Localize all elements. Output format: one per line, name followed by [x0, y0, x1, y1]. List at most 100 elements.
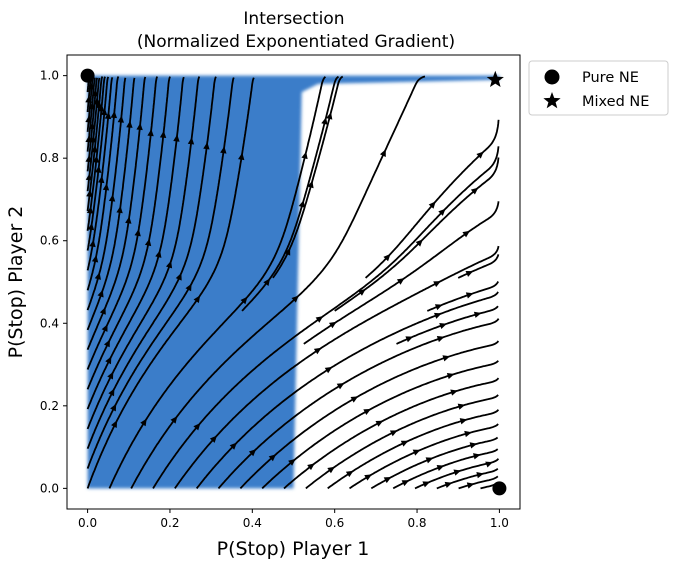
streamline [241, 75, 340, 312]
streamlines [85, 75, 500, 490]
y-tick-label: 0.2 [40, 399, 59, 413]
streamline [239, 340, 500, 490]
stream-arrowhead [193, 423, 201, 431]
stream-arrowhead [187, 137, 195, 145]
stream-arrowhead [134, 228, 141, 237]
stream-arrowhead [422, 481, 431, 488]
stream-arrowhead [89, 239, 96, 248]
legend-box [528, 60, 669, 116]
x-tick-label: 0.6 [325, 516, 344, 530]
stream-arrowhead [442, 355, 451, 362]
stream-arrowhead [462, 230, 470, 238]
x-tick-label: 0.8 [407, 516, 426, 530]
stream-arrowhead [412, 449, 421, 456]
stream-arrowhead [379, 149, 386, 157]
stream-arrowhead [110, 403, 117, 412]
stream-arrowhead [92, 155, 100, 163]
stream-arrowhead [405, 336, 414, 343]
stream-arrowhead [87, 222, 95, 231]
stream-arrowhead [111, 420, 118, 428]
stream-arrowhead [321, 117, 328, 125]
y-tick-label: 0.4 [40, 316, 59, 330]
plot-content [85, 75, 500, 490]
stream-arrowhead [464, 430, 472, 438]
stream-arrowhead [85, 135, 92, 143]
stream-arrowhead [209, 435, 217, 443]
stream-arrowhead [375, 420, 384, 427]
stream-arrowhead [328, 321, 337, 329]
stream-arrowhead [389, 430, 398, 437]
streamline [303, 201, 500, 345]
y-tick-label: 0.0 [40, 481, 59, 495]
streamline [364, 119, 500, 279]
stream-arrowhead [98, 175, 105, 184]
stream-arrowhead [155, 250, 162, 258]
y-tick-label: 0.6 [40, 234, 59, 248]
stream-arrowhead [439, 322, 447, 330]
x-axis-ticks: 0.0 0.2 0.4 0.6 0.8 1.0 [78, 509, 509, 530]
stream-arrowhead [425, 457, 434, 464]
stream-arrowhead [284, 247, 291, 256]
shaded-region [87, 75, 500, 489]
stream-arrowhead [105, 356, 112, 365]
streamline [334, 157, 500, 312]
stream-arrowhead [313, 347, 322, 355]
stream-arrowhead [288, 458, 296, 466]
stream-arrowhead [465, 270, 474, 277]
stream-arrowhead [436, 336, 445, 343]
legend-circle-marker [544, 69, 560, 85]
streamline [86, 76, 159, 370]
x-tick-label: 0.4 [243, 516, 262, 530]
stream-arrowhead [107, 371, 114, 380]
stream-arrowhead [101, 324, 108, 332]
stream-arrowhead [240, 296, 248, 305]
stream-arrowhead [466, 482, 475, 489]
stream-arrowhead [147, 129, 154, 137]
legend-pure-ne: Pure NE [582, 70, 639, 86]
stream-arrowhead [193, 295, 201, 303]
stream-arrowhead [85, 173, 93, 181]
stream-arrowhead [108, 194, 116, 202]
stream-arrowhead [453, 469, 462, 476]
streamline [174, 245, 500, 489]
streamline [217, 318, 500, 489]
stream-arrowhead [436, 464, 445, 471]
stream-arrowhead [85, 155, 92, 163]
pure-ne-marker [80, 68, 95, 83]
stream-arrowhead [102, 183, 110, 191]
y-axis-label: P(Stop) Player 2 [5, 206, 27, 359]
stream-arrowhead [203, 142, 210, 150]
streamline [327, 409, 500, 490]
stream-arrowhead [248, 449, 257, 457]
stream-arrowhead [400, 440, 409, 447]
streamline [152, 146, 500, 489]
stream-arrowhead [91, 255, 99, 263]
stream-arrowhead [263, 278, 270, 286]
streamline [272, 75, 344, 279]
stream-arrowhead [94, 272, 101, 280]
stream-arrowhead [159, 130, 167, 139]
stream-arrowhead [345, 470, 354, 478]
stream-arrowhead [401, 480, 410, 487]
streamline [457, 254, 500, 279]
stream-arrowhead [97, 289, 104, 298]
stream-arrowhead [126, 120, 133, 128]
streamline [86, 77, 101, 192]
stream-arrowhead [103, 339, 110, 348]
stream-arrowhead [85, 115, 92, 123]
stream-arrowhead [465, 292, 474, 299]
stream-arrowhead [108, 388, 115, 397]
stream-arrowhead [434, 304, 443, 311]
streamline [86, 77, 255, 489]
stream-arrowhead [173, 134, 180, 142]
stream-arrowhead [144, 238, 152, 247]
stream-arrowhead [95, 165, 102, 173]
streamline [283, 377, 500, 490]
pure-ne-marker [492, 481, 507, 496]
chart-title-line2: (Normalized Exponentiated Gradient) [137, 32, 455, 52]
stream-arrowhead [415, 239, 423, 247]
stream-arrowhead [459, 418, 468, 425]
stream-arrowhead [136, 122, 143, 131]
stream-arrowhead [485, 461, 493, 468]
stream-arrowhead [86, 189, 93, 198]
